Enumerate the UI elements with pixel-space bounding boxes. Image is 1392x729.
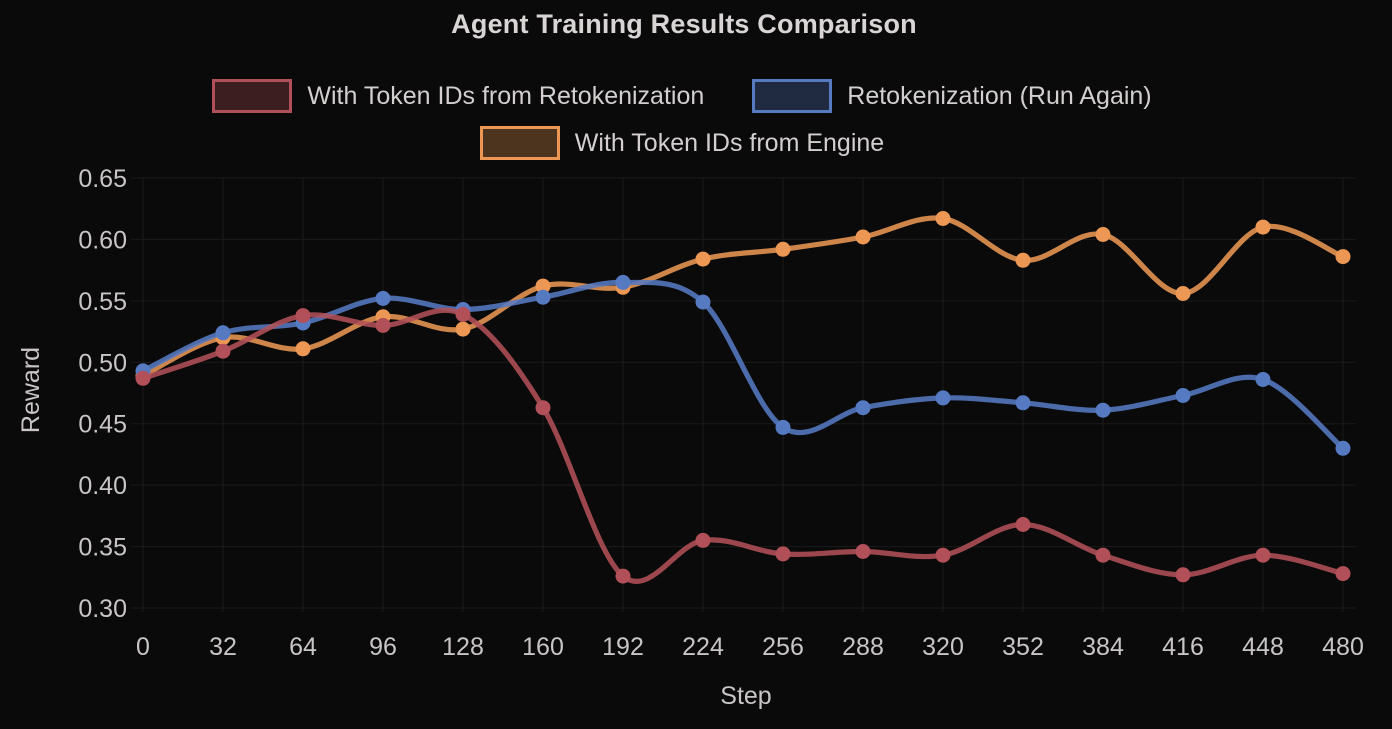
y-tick-label: 0.35 [78,534,127,562]
x-tick-label: 320 [922,633,964,661]
y-tick-label: 0.65 [78,165,127,193]
axis-ticks: 0.30 0.35 0.40 0.45 0.50 0.55 0.60 0.65 0 32 64 96 1… [78,165,1364,661]
data-point [775,546,791,562]
series-line [140,307,1346,584]
legend-swatch-blue [752,79,833,113]
data-point [1335,566,1351,582]
data-point [135,370,151,386]
x-tick-label: 352 [1002,633,1044,661]
legend-swatch-red [212,79,293,113]
data-point [1255,547,1271,563]
x-tick-label: 256 [762,633,804,661]
data-point [935,547,951,563]
x-tick-label: 192 [602,633,644,661]
x-tick-label: 448 [1242,633,1284,661]
data-point [695,251,711,267]
data-point [1335,249,1351,265]
legend-label: With Token IDs from Retokenization [307,81,705,110]
plot-generated: 0.30 0.35 0.40 0.45 0.50 0.55 0.60 0.65 0 32 64 96 1… [78,165,1364,661]
data-point [375,317,391,333]
legend-item-retokenization-ids[interactable]: With Token IDs from Retokenization [212,79,704,113]
data-point [215,325,231,341]
legend-swatch-orange [479,126,560,160]
data-point [1015,252,1031,268]
series-with-token-ids-from-engine [135,211,1351,384]
data-point [935,211,951,226]
x-tick-label: 128 [442,633,484,661]
y-tick-label: 0.30 [78,595,127,623]
data-point [1335,440,1351,456]
data-point [775,419,791,435]
data-point [615,568,631,584]
data-point [775,241,791,257]
legend-row-1: With Token IDs from Retokenization Retok… [212,79,1152,113]
data-point [1095,227,1111,242]
data-point [855,229,871,245]
data-point [215,343,231,359]
x-tick-label: 480 [1322,633,1364,661]
series-line [140,279,1346,451]
series-line [140,215,1346,379]
data-point [1175,388,1191,403]
data-point [1095,402,1111,418]
x-tick-label: 160 [522,633,564,661]
x-tick-label: 64 [289,633,317,661]
legend-label: Retokenization (Run Again) [847,81,1152,110]
data-point [375,290,391,306]
legend: With Token IDs from Retokenization Retok… [0,79,1364,160]
data-point [455,321,471,337]
data-point [295,341,311,357]
data-point [695,532,711,548]
data-point [855,400,871,416]
x-axis-title: Step [720,682,771,710]
x-tick-label: 32 [209,633,237,661]
x-tick-label: 0 [136,633,150,661]
data-point [1255,372,1271,387]
y-tick-label: 0.50 [78,349,127,377]
x-tick-label: 288 [842,633,884,661]
y-tick-label: 0.60 [78,226,127,254]
series-with-token-ids-from-retokenization [135,306,1351,584]
x-tick-label: 96 [369,633,397,661]
y-tick-label: 0.40 [78,472,127,500]
legend-label: With Token IDs from Engine [574,128,885,157]
y-axis-title: Reward [17,347,45,433]
data-point [295,308,311,324]
data-point [1175,567,1191,583]
data-point [535,278,551,294]
data-point [455,306,471,322]
x-tick-label: 224 [682,633,724,661]
data-point [1015,517,1031,532]
data-point [1015,395,1031,411]
legend-row-2: With Token IDs from Engine [479,126,885,160]
data-point [535,400,551,416]
data-point [1175,286,1191,301]
legend-item-run-again[interactable]: Retokenization (Run Again) [752,79,1152,113]
x-tick-label: 416 [1162,633,1204,661]
data-point [1255,219,1271,235]
y-tick-label: 0.55 [78,288,127,316]
chart-title: Agent Training Results Comparison [451,9,917,39]
legend-item-engine-ids[interactable]: With Token IDs from Engine [479,126,885,160]
x-tick-label: 384 [1082,633,1124,661]
data-point [935,390,951,406]
series-retokenization-run-again [135,274,1351,456]
data-point [535,289,551,305]
data-point [695,294,711,310]
data-point [1095,547,1111,563]
y-tick-label: 0.45 [78,411,127,439]
data-point [615,274,631,290]
data-point [855,544,871,559]
